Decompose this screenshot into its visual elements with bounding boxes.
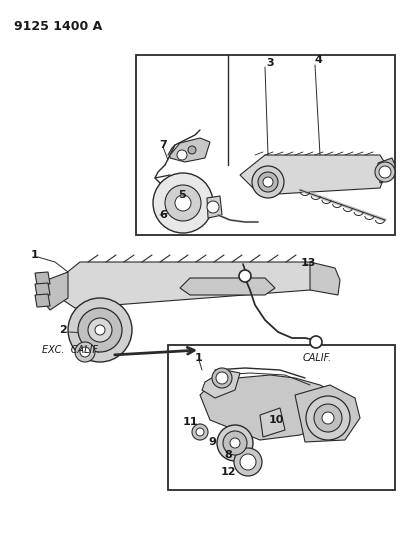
Polygon shape xyxy=(310,262,340,295)
Polygon shape xyxy=(295,385,360,442)
Text: 6: 6 xyxy=(159,210,167,220)
Circle shape xyxy=(263,177,273,187)
Polygon shape xyxy=(378,158,395,183)
Text: 9: 9 xyxy=(208,437,216,447)
Polygon shape xyxy=(35,283,50,296)
Circle shape xyxy=(240,454,256,470)
Circle shape xyxy=(310,336,322,348)
Polygon shape xyxy=(260,408,285,437)
Circle shape xyxy=(177,150,187,160)
Circle shape xyxy=(252,166,284,198)
Circle shape xyxy=(306,396,350,440)
Polygon shape xyxy=(200,375,350,440)
Circle shape xyxy=(234,448,262,476)
Bar xyxy=(136,55,395,235)
Polygon shape xyxy=(60,262,330,308)
Polygon shape xyxy=(35,272,50,285)
Circle shape xyxy=(322,412,334,424)
Text: 12: 12 xyxy=(220,467,236,477)
Circle shape xyxy=(223,431,247,455)
Circle shape xyxy=(217,425,253,461)
Circle shape xyxy=(216,372,228,384)
Circle shape xyxy=(192,424,208,440)
Text: 8: 8 xyxy=(224,450,232,460)
Text: EXC.  CALIF.: EXC. CALIF. xyxy=(42,345,100,355)
Polygon shape xyxy=(180,278,275,295)
Polygon shape xyxy=(170,138,210,162)
Polygon shape xyxy=(42,272,68,310)
Text: 5: 5 xyxy=(178,190,186,200)
Circle shape xyxy=(175,195,191,211)
Text: 7: 7 xyxy=(159,140,167,150)
Circle shape xyxy=(375,162,395,182)
Polygon shape xyxy=(240,155,388,195)
Text: 10: 10 xyxy=(268,415,284,425)
Text: 2: 2 xyxy=(59,325,67,335)
Circle shape xyxy=(230,438,240,448)
Circle shape xyxy=(258,172,278,192)
Circle shape xyxy=(165,185,201,221)
Bar xyxy=(168,345,395,490)
Circle shape xyxy=(80,347,90,357)
Text: 9125 1400 A: 9125 1400 A xyxy=(14,20,102,33)
Circle shape xyxy=(314,404,342,432)
Text: 1: 1 xyxy=(195,353,203,363)
Circle shape xyxy=(78,308,122,352)
Text: 11: 11 xyxy=(182,417,198,427)
Circle shape xyxy=(188,146,196,154)
Circle shape xyxy=(239,270,251,282)
Circle shape xyxy=(75,342,95,362)
Circle shape xyxy=(88,318,112,342)
Polygon shape xyxy=(202,370,240,398)
Text: 4: 4 xyxy=(314,55,322,65)
Circle shape xyxy=(212,368,232,388)
Polygon shape xyxy=(35,294,50,307)
Circle shape xyxy=(196,428,204,436)
Circle shape xyxy=(153,173,213,233)
Circle shape xyxy=(207,201,219,213)
Circle shape xyxy=(68,298,132,362)
Text: 13: 13 xyxy=(300,258,316,268)
Circle shape xyxy=(95,325,105,335)
Text: 1: 1 xyxy=(31,250,39,260)
Text: CALIF.: CALIF. xyxy=(303,353,332,363)
Text: 3: 3 xyxy=(266,58,274,68)
Circle shape xyxy=(379,166,391,178)
Polygon shape xyxy=(207,196,222,218)
